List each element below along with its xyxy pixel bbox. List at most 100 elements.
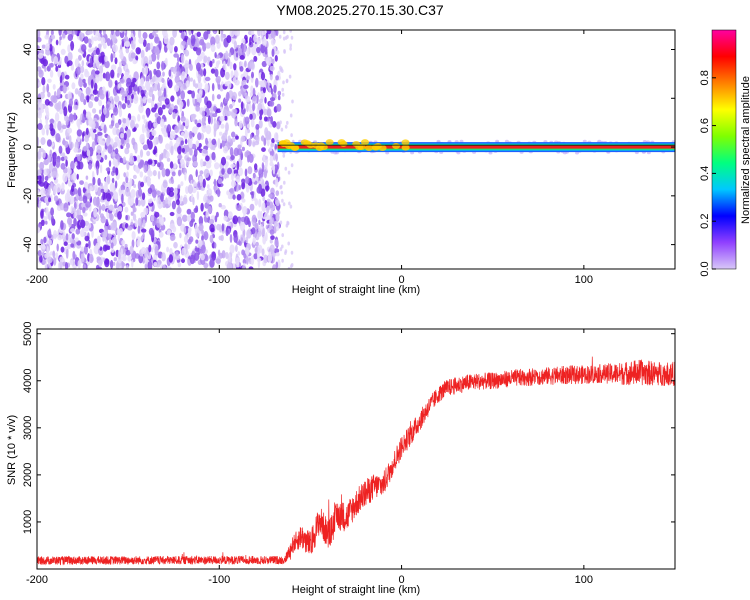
noise-speckle <box>101 112 106 123</box>
noise-speckle <box>102 234 106 242</box>
noise-speckle <box>66 193 71 202</box>
noise-speckle <box>198 89 203 98</box>
noise-speckle <box>139 133 145 144</box>
noise-speckle <box>187 90 193 95</box>
carrier-wobble <box>355 144 364 151</box>
noise-speckle <box>99 213 105 219</box>
carrier-halo-speck <box>582 139 587 143</box>
noise-speckle <box>139 149 144 158</box>
snr-y-label: SNR (10 * v/v) <box>6 415 18 485</box>
noise-speckle <box>77 187 82 197</box>
noise-speckle <box>189 63 193 71</box>
noise-speckle <box>97 177 101 186</box>
noise-speckle <box>154 46 160 55</box>
noise-speckle <box>57 234 63 241</box>
noise-speckle <box>244 215 250 226</box>
noise-speckle <box>37 150 42 160</box>
noise-speckle <box>46 168 50 174</box>
noise-speckle <box>285 78 289 83</box>
noise-speckle <box>231 180 236 188</box>
noise-speckle <box>140 197 146 207</box>
noise-speckle <box>274 143 278 150</box>
noise-speckle <box>95 160 100 170</box>
noise-speckle <box>102 244 108 252</box>
noise-speckle <box>251 71 254 79</box>
noise-speckle <box>126 77 132 85</box>
carrier-wobble <box>290 145 299 151</box>
noise-speckle <box>176 71 180 78</box>
noise-speckle <box>114 57 118 65</box>
noise-speckle <box>218 203 222 208</box>
noise-speckle <box>174 187 178 195</box>
noise-speckle <box>289 46 292 51</box>
snr-x-tick-label: -200 <box>26 574 48 586</box>
noise-speckle <box>251 214 257 223</box>
noise-speckle <box>194 252 200 261</box>
colorbar-gradient <box>711 29 737 270</box>
noise-speckle <box>233 63 237 71</box>
noise-speckle <box>79 180 84 186</box>
noise-speckle <box>134 144 138 154</box>
noise-speckle <box>284 251 287 255</box>
noise-speckle <box>265 32 269 40</box>
noise-speckle <box>257 231 262 237</box>
noise-speckle <box>273 248 280 254</box>
noise-speckle <box>77 122 81 130</box>
noise-speckle <box>67 33 74 42</box>
noise-speckle <box>217 84 221 90</box>
noise-speckle <box>238 184 241 191</box>
noise-speckle <box>173 241 178 249</box>
noise-speckle <box>255 123 260 130</box>
noise-speckle <box>230 155 235 161</box>
snr-y-tick-label: 4000 <box>22 369 34 393</box>
noise-speckle <box>179 232 182 239</box>
noise-speckle <box>189 147 193 156</box>
noise-speckle <box>117 232 121 242</box>
noise-speckle <box>178 120 181 130</box>
noise-speckle <box>245 247 249 257</box>
noise-speckle <box>221 250 226 259</box>
noise-speckle <box>46 83 50 93</box>
noise-speckle <box>289 30 292 33</box>
noise-speckle <box>233 30 239 36</box>
noise-speckle <box>154 36 160 44</box>
noise-speckle <box>96 256 101 261</box>
noise-speckle <box>203 231 209 241</box>
noise-speckle <box>49 70 54 78</box>
noise-speckle <box>81 137 85 142</box>
noise-speckle <box>245 236 249 244</box>
noise-speckle <box>270 142 274 148</box>
noise-speckle <box>170 130 176 140</box>
noise-speckle <box>146 138 150 146</box>
noise-speckle <box>148 227 154 236</box>
noise-speckle <box>74 30 78 36</box>
noise-speckle <box>83 264 87 269</box>
noise-speckle <box>107 233 112 239</box>
noise-speckle <box>154 103 158 110</box>
noise-speckle <box>77 154 81 162</box>
noise-speckle <box>52 250 56 259</box>
noise-speckle <box>239 66 244 72</box>
noise-speckle <box>214 52 217 59</box>
noise-speckle <box>39 161 45 171</box>
noise-speckle <box>111 98 114 105</box>
noise-speckle <box>260 135 265 142</box>
noise-speckle <box>227 167 233 175</box>
noise-speckle <box>130 52 136 59</box>
noise-speckle <box>180 161 186 169</box>
noise-speckle <box>221 223 225 232</box>
noise-speckle <box>88 43 92 48</box>
noise-speckle <box>68 135 72 145</box>
noise-speckle <box>112 261 116 266</box>
noise-speckle <box>187 227 192 233</box>
noise-speckle <box>215 258 221 264</box>
noise-speckle <box>241 146 245 152</box>
noise-speckle <box>219 142 223 149</box>
noise-speckle <box>222 109 228 117</box>
noise-speckle <box>282 30 286 35</box>
noise-speckle <box>258 119 263 129</box>
noise-speckle <box>223 98 228 104</box>
noise-speckle <box>140 97 144 108</box>
noise-speckle <box>124 41 130 47</box>
noise-speckle <box>196 31 201 37</box>
